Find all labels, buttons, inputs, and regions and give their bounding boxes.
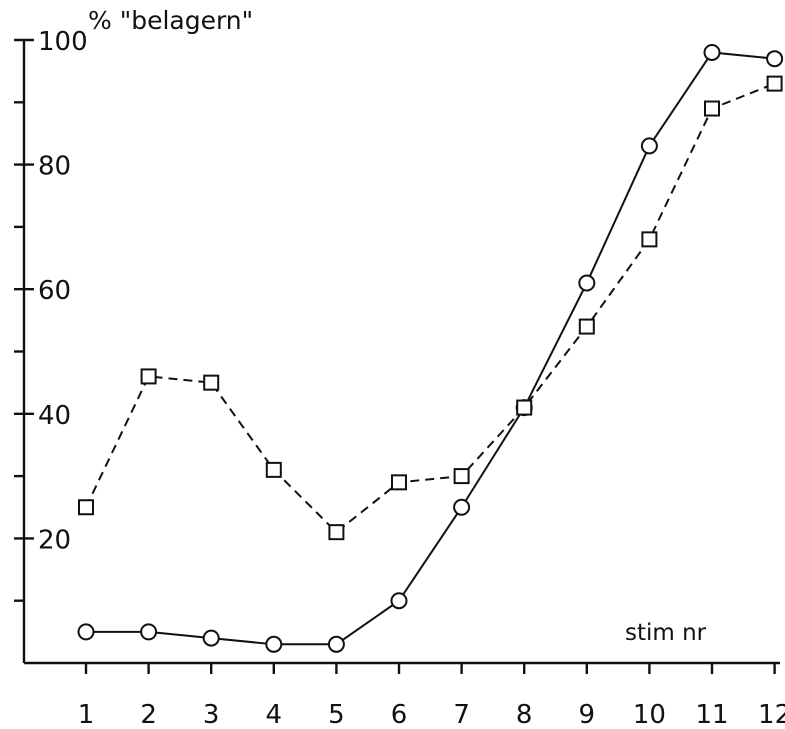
circle-marker [578, 274, 596, 292]
square-marker [704, 100, 720, 117]
x-tick-label: 10 [633, 700, 666, 729]
circle-marker [703, 43, 721, 61]
x-tick-label: 5 [328, 700, 345, 729]
y-tick-label: 60 [38, 276, 71, 306]
x-tick-label: 8 [516, 700, 533, 729]
circle-marker [766, 50, 784, 68]
square-marker [328, 524, 345, 541]
series-2 [78, 75, 783, 541]
square-marker [766, 75, 783, 92]
x-tick-label: 7 [453, 700, 470, 729]
series-1 [77, 43, 784, 653]
series-layer [77, 43, 784, 653]
x-tick-label: 2 [140, 700, 157, 729]
square-marker [578, 318, 595, 335]
square-marker [391, 474, 407, 491]
y-tick-label: 40 [38, 401, 71, 431]
x-tick-label: 9 [579, 700, 596, 729]
square-marker [516, 399, 533, 416]
circle-marker [140, 623, 158, 641]
square-marker [78, 499, 94, 516]
y-axis-label: % "belagern" [88, 6, 253, 35]
circle-marker [453, 498, 471, 516]
y-tick-label: 20 [38, 525, 71, 555]
y-ticks: 20 40 60 80 100 [14, 27, 88, 602]
circle-marker [640, 137, 658, 155]
circle-marker [77, 623, 95, 641]
x-tick-label: 6 [391, 700, 408, 729]
x-tick-label: 11 [695, 700, 728, 729]
square-marker [641, 231, 658, 248]
circle-marker [202, 629, 220, 647]
square-marker [140, 368, 157, 385]
circle-marker [265, 635, 283, 653]
series-2-line [85, 82, 775, 534]
x-tick-label: 1 [78, 700, 95, 729]
circle-marker [390, 592, 408, 610]
y-tick-label: 100 [38, 27, 88, 57]
x-tick-label: 4 [266, 700, 283, 729]
series-1-line [86, 51, 775, 646]
x-ticks: 1 2 3 4 5 6 7 8 9 10 11 12 [78, 663, 785, 729]
x-axis-label: stim nr [625, 620, 707, 646]
square-marker [203, 374, 220, 391]
x-tick-label: 12 [758, 700, 785, 729]
square-marker [453, 468, 470, 485]
y-tick-label: 80 [38, 152, 71, 182]
x-tick-label: 3 [203, 700, 220, 729]
circle-marker [327, 635, 345, 653]
square-marker [265, 461, 282, 478]
